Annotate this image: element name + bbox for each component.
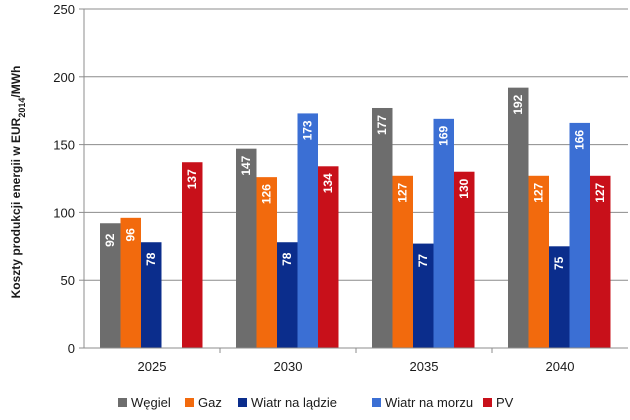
legend-swatch-wiatr-na-lądzie	[238, 398, 247, 407]
legend-label-węgiel: Węgiel	[131, 395, 171, 410]
data-label-gaz-2035: 127	[396, 182, 410, 202]
data-label-pv-2040: 127	[593, 182, 607, 202]
y-axis-label: Koszty produkcji energii w EUR2014/MWh	[9, 66, 27, 299]
bar-gaz-2040	[528, 175, 549, 348]
x-tick-labels: 2025 2030 2035 2040	[138, 359, 575, 374]
legend-label-wiatr-na-lądzie: Wiatr na lądzie	[251, 395, 337, 410]
bar-pv-2025	[182, 162, 203, 348]
bar-węgiel-2025	[100, 223, 121, 348]
data-label-węgiel-2040: 192	[511, 94, 525, 114]
legend-label-gaz: Gaz	[198, 395, 222, 410]
y-axis-label-subscript: 2014	[17, 98, 27, 118]
x-tick-label-2040: 2040	[546, 359, 575, 374]
legend-swatch-wiatr-na-morzu	[372, 398, 381, 407]
y-tick-label-150: 150	[53, 138, 75, 153]
bar-gaz-2030	[256, 177, 277, 348]
legend: Węgiel Gaz Wiatr na lądzie Wiatr na morzu PV	[118, 395, 514, 410]
x-tick-label-2030: 2030	[274, 359, 303, 374]
bar-węgiel-2035	[372, 107, 393, 348]
bar-pv-2035	[454, 171, 475, 348]
data-label-wiatr-na-morzu-2030: 173	[301, 120, 315, 140]
y-axis-label-unit: /MWh	[9, 66, 23, 98]
y-tick-label-200: 200	[53, 70, 75, 85]
y-tick-label-50: 50	[61, 273, 75, 288]
bar-wiatr-na-lądzie-2035	[413, 243, 434, 348]
bars: 92 96 78 137 147 126 78 173 134 177 127 77 169 130 192…	[100, 87, 611, 349]
axes	[79, 8, 628, 353]
legend-swatch-węgiel	[118, 398, 127, 407]
data-label-wiatr-na-lądzie-2035: 77	[416, 254, 430, 268]
data-label-wiatr-na-lądzie-2040: 75	[552, 256, 566, 270]
bar-wiatr-na-morzu-2030	[297, 113, 318, 348]
bar-wiatr-na-lądzie-2040	[549, 246, 570, 348]
bar-wiatr-na-lądzie-2025	[141, 242, 162, 348]
bar-wiatr-na-morzu-2040	[569, 122, 590, 349]
data-label-gaz-2040: 127	[532, 182, 546, 202]
legend-label-pv: PV	[496, 395, 514, 410]
bar-gaz-2035	[392, 175, 413, 348]
data-label-gaz-2025: 96	[124, 228, 138, 242]
legend-swatch-pv	[483, 398, 492, 407]
bar-węgiel-2030	[236, 148, 257, 348]
y-tick-label-100: 100	[53, 205, 75, 220]
data-label-węgiel-2025: 92	[103, 233, 117, 247]
data-label-węgiel-2030: 147	[239, 155, 253, 175]
data-label-węgiel-2035: 177	[375, 115, 389, 135]
data-label-wiatr-na-morzu-2035: 169	[437, 126, 451, 146]
bar-wiatr-na-morzu-2035	[433, 118, 454, 348]
bar-gaz-2025	[120, 217, 141, 348]
bar-pv-2030	[318, 166, 339, 348]
y-tick-label-250: 250	[53, 2, 75, 17]
data-label-pv-2030: 134	[321, 173, 335, 193]
bar-pv-2040	[590, 175, 611, 348]
bar-węgiel-2040	[508, 87, 529, 348]
y-tick-labels: 0 50 100 150 200 250	[53, 2, 75, 356]
x-tick-label-2025: 2025	[138, 359, 167, 374]
legend-swatch-gaz	[185, 398, 194, 407]
data-label-gaz-2030: 126	[260, 184, 274, 204]
data-label-pv-2025: 137	[185, 169, 199, 189]
data-label-wiatr-na-lądzie-2030: 78	[280, 252, 294, 266]
data-label-wiatr-na-lądzie-2025: 78	[144, 252, 158, 266]
bar-wiatr-na-lądzie-2030	[277, 242, 298, 348]
legend-label-wiatr-na-morzu: Wiatr na morzu	[385, 395, 473, 410]
x-tick-label-2035: 2035	[410, 359, 439, 374]
y-tick-label-0: 0	[68, 341, 75, 356]
data-label-pv-2035: 130	[457, 178, 471, 198]
y-axis-label-main: Koszty produkcji energii w EUR	[9, 117, 23, 298]
data-label-wiatr-na-morzu-2040: 166	[573, 130, 587, 150]
